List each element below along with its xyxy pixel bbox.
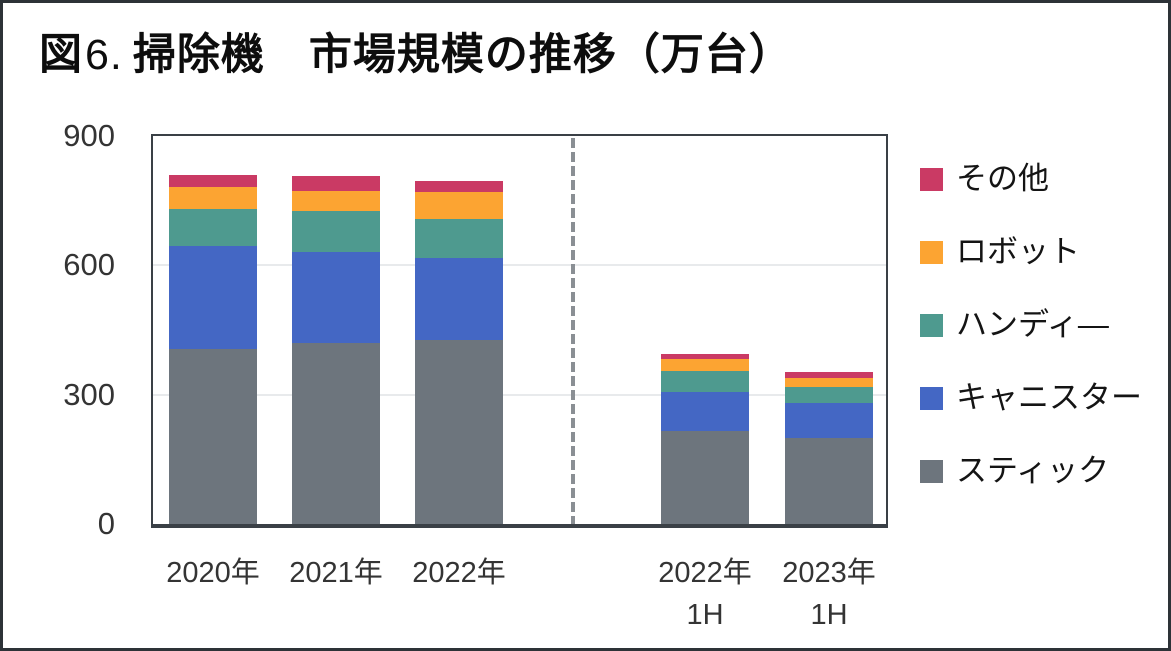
segment-canister-2023-1h	[785, 403, 873, 438]
segment-stick-2022-1h	[661, 431, 749, 524]
legend-label-canister: キャニスター	[956, 380, 1142, 415]
segment-stick-2022	[415, 340, 503, 524]
legend-label-other: その他	[956, 161, 1049, 196]
bar-2021	[292, 176, 380, 524]
x-label-2022: 2022年	[412, 555, 506, 591]
plot-area	[151, 134, 888, 528]
y-tick-label-900: 900	[63, 118, 115, 153]
x-label-year: 2023年	[782, 557, 876, 589]
segment-stick-2020	[169, 349, 257, 524]
x-label-half: 1H	[810, 599, 848, 631]
legend-item-other: その他	[920, 161, 1049, 197]
x-label-2021: 2021年	[289, 555, 383, 591]
x-label-2023-1h: 2023年 1H	[782, 555, 876, 633]
legend-item-canister: キャニスター	[920, 380, 1142, 416]
segment-handy-2022	[415, 219, 503, 258]
title-number: 6.	[85, 31, 123, 79]
group-divider-dashed-line	[571, 138, 575, 524]
segment-handy-2020	[169, 209, 257, 246]
y-tick-label-600: 600	[63, 247, 115, 282]
segment-canister-2022	[415, 258, 503, 340]
gridline-600	[153, 264, 886, 266]
segment-other-2023-1h	[785, 372, 873, 378]
legend-swatch-robot	[920, 240, 943, 264]
legend-item-robot: ロボット	[920, 234, 1080, 270]
segment-stick-2023-1h	[785, 438, 873, 524]
segment-robot-2023-1h	[785, 378, 873, 387]
legend-label-handy: ハンディ―	[956, 307, 1109, 342]
legend-item-stick: スティック	[920, 453, 1109, 489]
legend-label-robot: ロボット	[956, 234, 1080, 269]
segment-other-2021	[292, 176, 380, 191]
y-tick-label-300: 300	[63, 377, 115, 412]
segment-robot-2022	[415, 192, 503, 219]
bar-2022-1h	[661, 354, 749, 524]
figure-title: 図6. 掃除機 市場規模の推移（万台）	[39, 29, 793, 81]
x-label-year: 2022年	[658, 557, 752, 589]
segment-robot-2022-1h	[661, 359, 749, 371]
x-label-2022-1h: 2022年 1H	[658, 555, 752, 633]
legend-swatch-stick	[920, 459, 943, 483]
segment-handy-2022-1h	[661, 371, 749, 392]
legend-swatch-handy	[920, 313, 943, 337]
x-label-year: 2022年	[412, 557, 506, 589]
x-label-2020: 2020年	[166, 555, 260, 591]
title-main: 掃除機 市場規模の推移（万台）	[132, 31, 793, 79]
segment-other-2022-1h	[661, 354, 749, 359]
segment-handy-2021	[292, 211, 380, 252]
segment-robot-2021	[292, 191, 380, 211]
gridline-300	[153, 394, 886, 396]
x-label-year: 2020年	[166, 557, 260, 589]
segment-canister-2022-1h	[661, 392, 749, 431]
segment-other-2022	[415, 181, 503, 192]
segment-robot-2020	[169, 187, 257, 209]
legend-label-stick: スティック	[956, 453, 1110, 488]
x-label-year: 2021年	[289, 557, 383, 589]
segment-other-2020	[169, 175, 257, 187]
segment-handy-2023-1h	[785, 387, 873, 403]
bar-2020	[169, 175, 257, 524]
y-tick-label-0: 0	[97, 506, 115, 541]
bar-2023-1h	[785, 372, 873, 524]
x-label-half: 1H	[686, 599, 724, 631]
segment-canister-2021	[292, 252, 380, 343]
legend-swatch-other	[920, 167, 943, 191]
legend-item-handy: ハンディ―	[920, 307, 1109, 343]
title-prefix: 図	[39, 31, 83, 79]
segment-stick-2021	[292, 343, 380, 524]
legend-swatch-canister	[920, 386, 943, 410]
bar-2022	[415, 181, 503, 524]
segment-canister-2020	[169, 246, 257, 349]
